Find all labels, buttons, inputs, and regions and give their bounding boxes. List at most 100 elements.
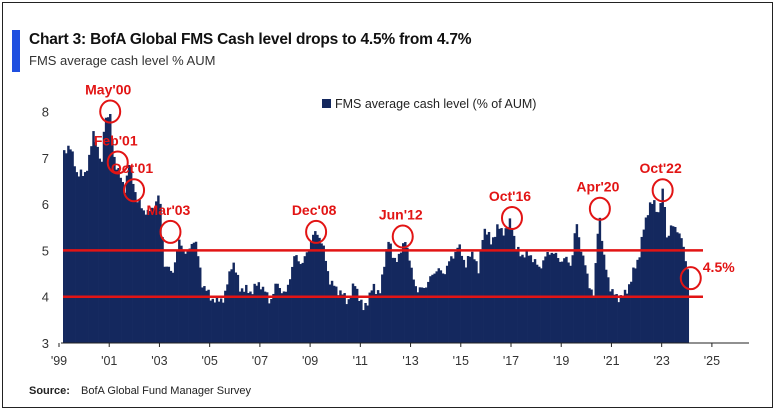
bar (351, 283, 355, 343)
annotation-label: Dec'08 (292, 202, 337, 218)
bar (435, 271, 438, 343)
x-tick-label: '99 (51, 354, 67, 368)
chart-frame: Chart 3: BofA Global FMS Cash level drop… (2, 2, 773, 408)
x-tick-label: '05 (202, 354, 218, 368)
bar (475, 261, 478, 343)
bar (213, 302, 217, 343)
bar (500, 228, 503, 343)
bar (609, 291, 612, 343)
annotation-label: Oct'22 (640, 160, 682, 176)
bar (343, 293, 346, 343)
y-tick-label: 3 (42, 336, 49, 351)
bar (320, 243, 323, 343)
bar (395, 262, 399, 343)
bar (653, 200, 656, 343)
bar (71, 151, 74, 343)
bar (674, 226, 677, 343)
bar (623, 289, 627, 343)
bar (676, 232, 679, 343)
bar (638, 257, 641, 343)
bar (353, 286, 357, 343)
bar (203, 286, 206, 343)
bar (295, 255, 298, 343)
bar (561, 261, 564, 343)
y-tick-label: 5 (42, 243, 49, 258)
bar (617, 302, 620, 343)
bar (226, 284, 229, 343)
bar (498, 228, 501, 343)
bar (538, 266, 541, 343)
bar (393, 257, 397, 343)
bar (249, 291, 252, 343)
bar (173, 262, 177, 343)
bar (682, 246, 685, 343)
bar (584, 265, 587, 343)
bar (487, 231, 491, 343)
bar (291, 266, 294, 343)
bars-layer (63, 114, 690, 344)
annotation-circle (106, 150, 129, 175)
bar (309, 241, 313, 343)
bar (632, 267, 635, 343)
bar (132, 183, 135, 343)
bar (63, 150, 66, 343)
bar (431, 274, 434, 343)
bar (383, 266, 386, 343)
bar (163, 266, 166, 343)
bar (485, 234, 489, 343)
bar (301, 262, 304, 343)
bar (512, 235, 516, 343)
bar (508, 218, 512, 343)
bar (81, 176, 85, 343)
bar (155, 201, 158, 343)
bar (389, 243, 392, 343)
bar (420, 287, 424, 343)
bar (102, 131, 106, 343)
bar (201, 287, 204, 343)
bar (347, 299, 351, 343)
annotation-label: Jun'12 (379, 207, 423, 223)
bar (542, 260, 545, 343)
annotation-circle (99, 99, 122, 124)
bar (496, 224, 499, 343)
bar (169, 270, 173, 343)
bar (448, 261, 451, 343)
bar (314, 231, 317, 343)
bar (630, 281, 633, 343)
annotation-label: Feb'01 (94, 132, 138, 148)
x-tick-label: '13 (402, 354, 418, 368)
bar (328, 284, 332, 343)
bar (439, 270, 443, 343)
chart-title: Chart 3: BofA Global FMS Cash level drop… (29, 31, 472, 48)
bar (414, 286, 417, 343)
annotation-label: Oct'01 (111, 160, 153, 176)
bar (372, 283, 376, 343)
bar (148, 211, 152, 343)
bar (157, 195, 160, 343)
bar (268, 303, 271, 343)
x-tick-label: '11 (353, 354, 368, 368)
bar (75, 172, 78, 343)
x-tick-label: '19 (553, 354, 569, 368)
bar (680, 238, 683, 343)
bar (257, 282, 261, 343)
bar (272, 293, 275, 343)
bar (575, 224, 579, 343)
bar (69, 149, 72, 343)
bar (615, 294, 618, 343)
bar (129, 166, 133, 343)
bar (341, 294, 344, 343)
bar (205, 290, 208, 343)
bar (544, 256, 547, 343)
bar (152, 208, 156, 343)
bar (355, 288, 359, 343)
bar (100, 161, 104, 343)
bar (659, 203, 662, 343)
bar (73, 166, 76, 343)
bar (111, 139, 114, 343)
bar (146, 209, 150, 343)
bar (207, 289, 210, 343)
bar (636, 259, 639, 343)
bar (196, 256, 200, 343)
bar (115, 169, 118, 343)
